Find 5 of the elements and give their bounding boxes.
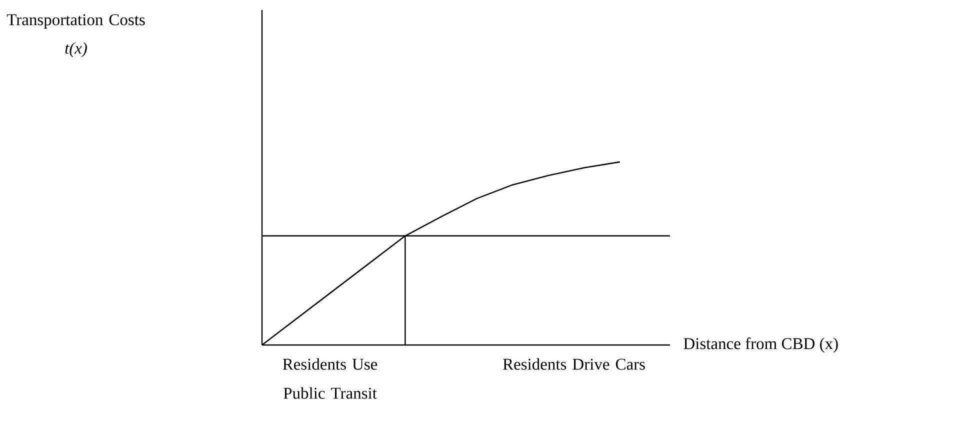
text: t(x) [65,42,87,58]
text: Residents Use Public Transit [282,358,378,399]
x-axis-title: Distance from CBD (x) [684,337,838,353]
text: Transportation Costs [6,14,145,29]
text: Residents Drive Cars [502,358,645,370]
